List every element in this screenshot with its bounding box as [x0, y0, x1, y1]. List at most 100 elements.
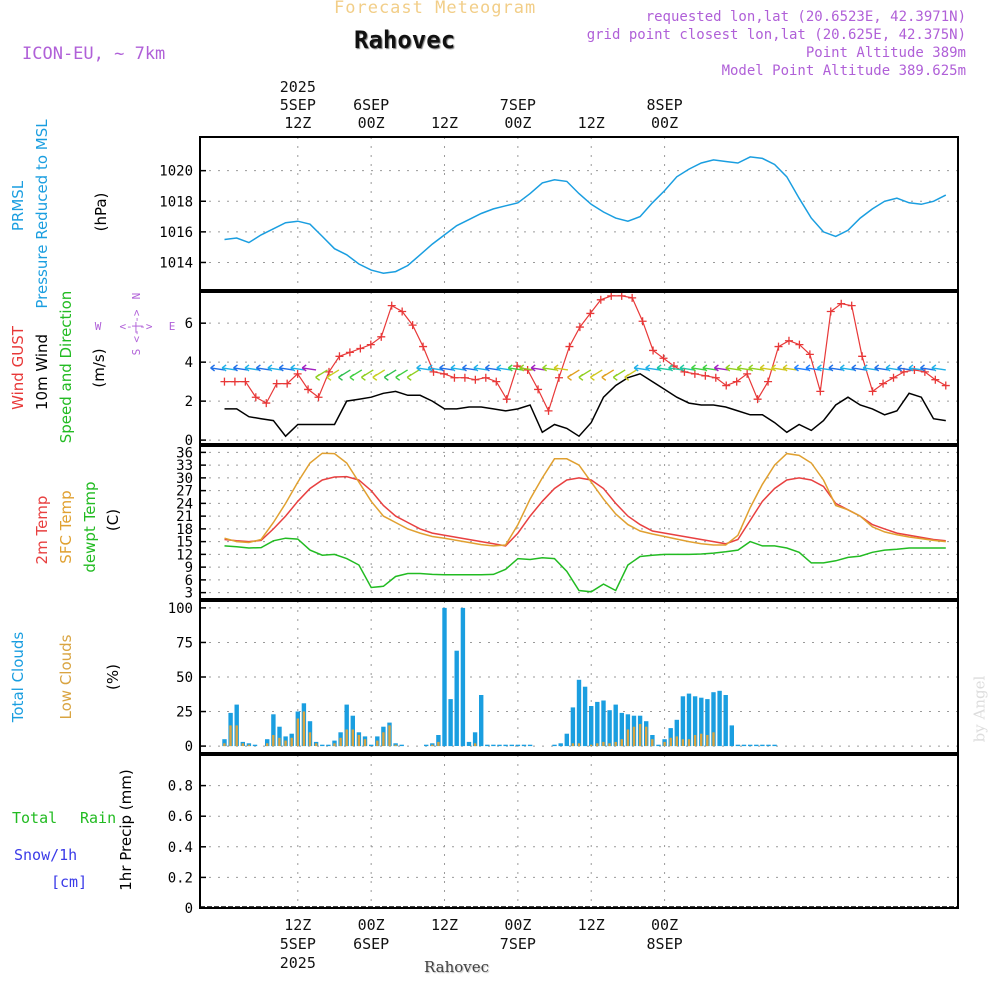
total-cloud-bar — [393, 743, 398, 747]
total-cloud-bar — [472, 732, 478, 747]
wind-gust-point — [565, 342, 574, 351]
wind-gust-point — [931, 375, 940, 384]
wind-direction-arrow — [406, 369, 420, 381]
low-cloud-bar — [614, 741, 617, 746]
wind-gust-point — [628, 293, 637, 302]
wind-direction-arrow — [624, 369, 638, 381]
low-cloud-bar — [577, 743, 581, 747]
temperature-ytick-label: 27 — [176, 484, 193, 500]
wind-direction-arrow — [691, 364, 706, 372]
wind-gust-label: Wind GUST — [9, 325, 27, 410]
top-time-label: 12Z — [578, 114, 605, 132]
wind-gust-point — [617, 291, 626, 300]
top-time-label: 7SEP — [500, 96, 536, 114]
pressure-line — [224, 156, 947, 274]
wind-direction-arrow — [383, 369, 397, 381]
total-cloud-bar — [619, 712, 624, 747]
temperature-ytick-label: 36 — [176, 445, 193, 461]
wind-speed-line — [224, 372, 946, 438]
wind-gust-point — [314, 393, 323, 402]
wind-gust-point — [230, 377, 239, 386]
wind-gust-point — [732, 377, 741, 386]
total-cloud-bar — [466, 741, 472, 746]
wind-direction-arrow — [462, 364, 477, 372]
total-cloud-bar — [582, 686, 588, 747]
low-cloud-bar — [608, 743, 611, 747]
low-cloud-bar — [596, 743, 599, 747]
low-cloud-bar — [571, 743, 575, 747]
temperature-ytick-label: 15 — [176, 535, 193, 551]
wind-gust-point — [722, 381, 731, 390]
total-cloud-bar — [564, 733, 569, 747]
wind-direction-arrow — [519, 364, 534, 372]
wind-direction-arrow — [244, 364, 259, 372]
wind-gust-point — [335, 352, 344, 361]
low-cloud-bar — [284, 740, 287, 747]
temperature-ytick-label: 9 — [185, 560, 193, 576]
top-time-label: 00Z — [504, 114, 531, 132]
wind-direction-arrow — [578, 369, 592, 381]
wind-gust-point — [649, 346, 658, 355]
wind-direction-arrow — [338, 369, 351, 381]
wind-direction-arrow — [372, 369, 386, 381]
wind-gust-point — [460, 373, 469, 382]
wind-gust-point — [293, 369, 302, 378]
total-cloud-bar — [436, 735, 441, 747]
pressure-ytick-label: 1016 — [159, 225, 193, 241]
total-cloud-bar — [748, 744, 753, 747]
top-time-label: 00Z — [651, 114, 678, 132]
dewpt-label: dewpt Temp — [81, 481, 99, 572]
wind-direction-label: Speed and Direction — [57, 291, 75, 444]
pressure-panel-frame — [199, 136, 959, 291]
precip-panel-frame — [199, 754, 959, 909]
low-cloud-bar — [296, 718, 299, 747]
point-altitude: Point Altitude 389m — [805, 45, 966, 61]
total-cloud-bar — [772, 744, 777, 747]
total-cloud-bar — [369, 744, 374, 747]
total-cloud-bar — [692, 696, 698, 746]
total-cloud-bar — [326, 744, 331, 747]
wind-direction-arrow — [885, 364, 901, 372]
low-cloud-bar — [706, 735, 709, 747]
bottom-time-label: 8SEP — [647, 935, 683, 953]
low-cloud-bar — [712, 732, 715, 747]
pressure-ytick-label: 1020 — [159, 164, 193, 180]
total-cloud-bar — [344, 704, 349, 747]
wind-direction-arrow — [702, 364, 717, 372]
compass-east: E — [169, 320, 176, 333]
footer-location: Rahovec — [424, 958, 490, 976]
wind-gust-point — [283, 379, 292, 388]
wind-gust-point — [534, 385, 543, 394]
wind-gust-point — [345, 348, 354, 357]
wind-gust-point — [701, 371, 710, 380]
precip-ytick-label: 0.6 — [168, 809, 193, 825]
clouds-unit-label: (%) — [104, 664, 122, 690]
wind-direction-arrow — [315, 369, 328, 381]
wind-direction-arrow — [439, 364, 454, 372]
total-cloud-bar — [552, 744, 557, 747]
wind-direction-arrow — [267, 364, 282, 372]
super-title: Forecast Meteogram — [334, 0, 537, 18]
wind-direction-arrow — [416, 364, 431, 372]
precip-snow-unit-label: [cm] — [51, 873, 87, 891]
total-cloud-bar — [320, 744, 325, 747]
low-cloud-bar — [626, 729, 630, 747]
wind-gust-point — [805, 350, 814, 359]
bottom-time-label: 2025 — [280, 954, 316, 972]
grid-layer — [200, 137, 958, 909]
wind-direction-arrow — [360, 369, 374, 381]
low-cloud-bar — [602, 741, 605, 746]
temp-unit-label: (C) — [104, 509, 122, 531]
wind-gust-point — [784, 336, 793, 345]
wind-gust-point — [272, 379, 281, 388]
top-time-label: 12Z — [284, 114, 311, 132]
temperature-ytick-label: 30 — [176, 471, 193, 487]
wind-gust-point — [251, 393, 260, 402]
total-cloud-bar — [668, 728, 673, 747]
total-cloud-bar — [399, 744, 404, 747]
total-cloud-bar — [265, 739, 270, 747]
wind-direction-arrow — [794, 364, 809, 372]
wind-direction-arrow — [567, 369, 580, 381]
low-cloud-bar — [241, 743, 244, 747]
total-cloud-bar — [558, 743, 563, 747]
